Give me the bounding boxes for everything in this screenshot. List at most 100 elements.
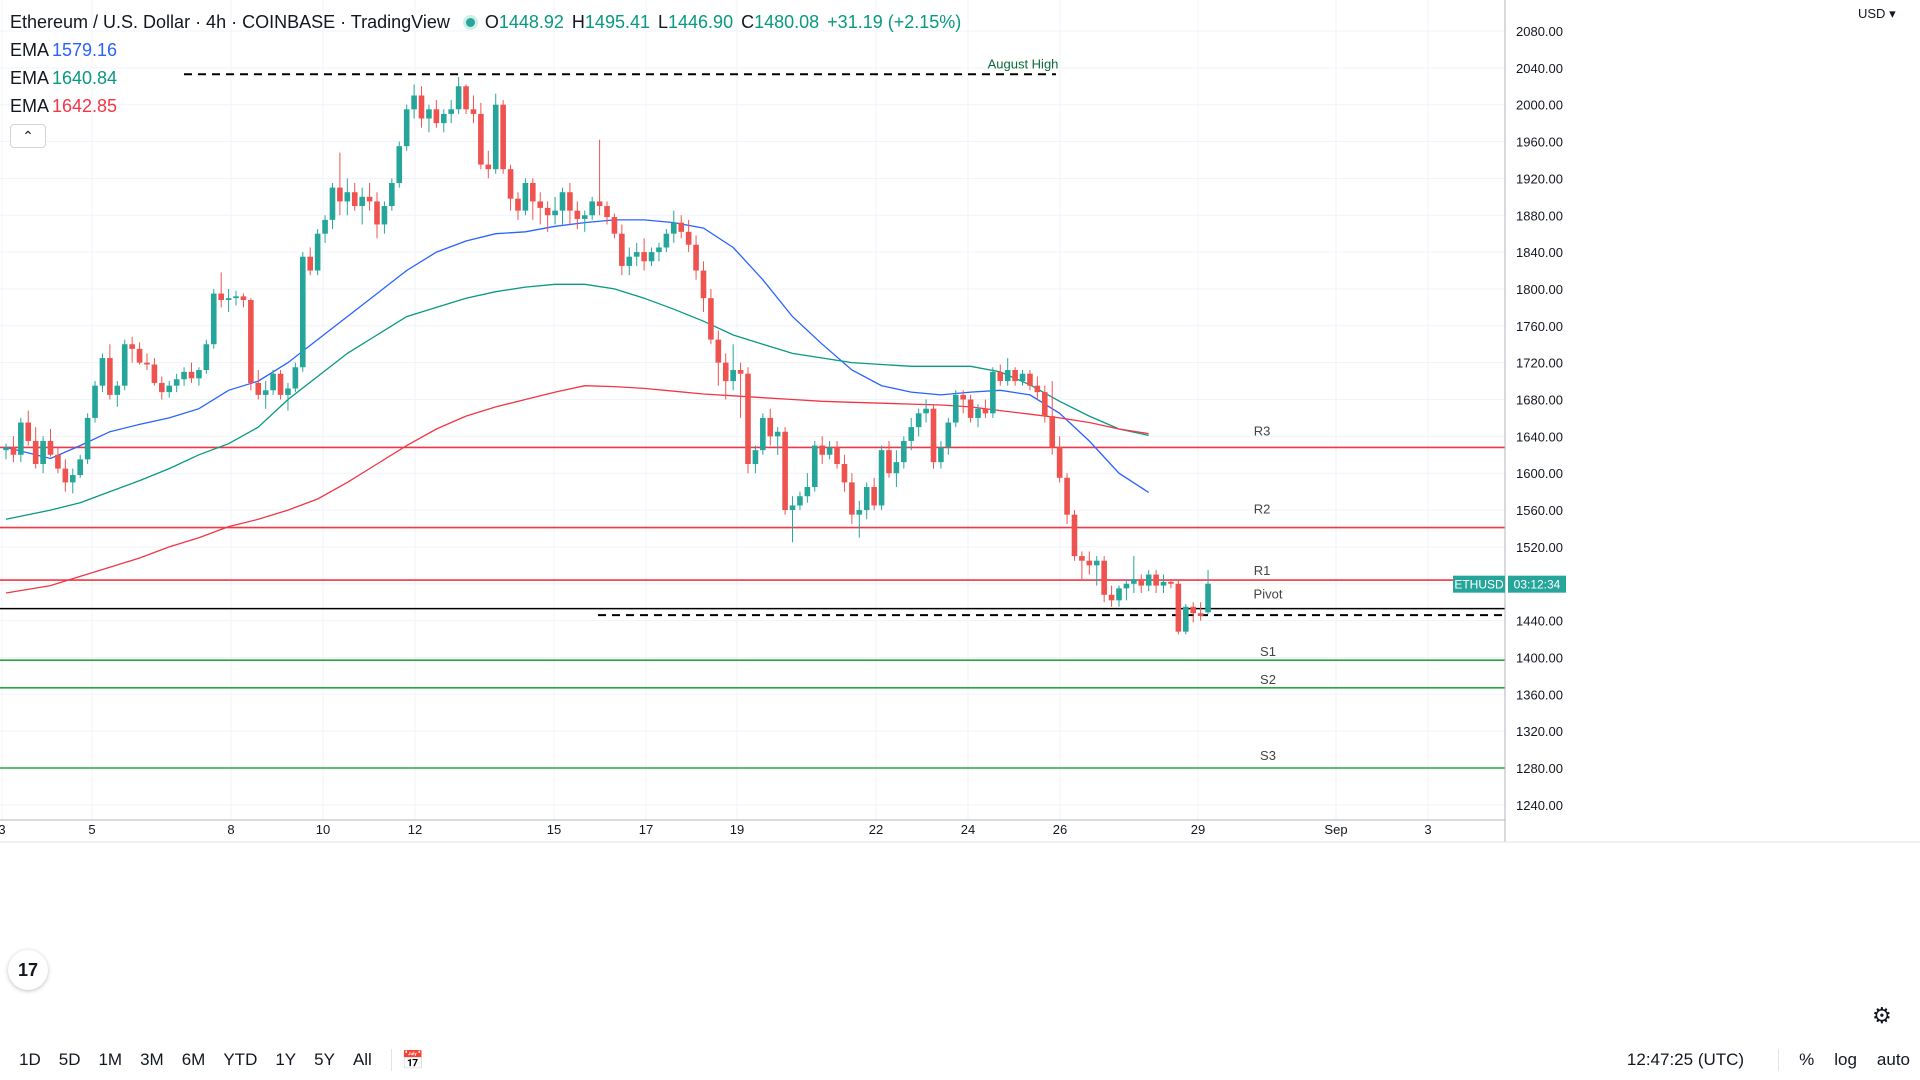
candle[interactable] — [1093, 556, 1100, 586]
candle[interactable] — [967, 394, 974, 423]
candle[interactable] — [1004, 358, 1011, 386]
candle[interactable] — [492, 93, 499, 174]
candle[interactable] — [396, 141, 403, 188]
clock-time[interactable]: 12:47:25 (UTC) — [1626, 1050, 1745, 1069]
candle[interactable] — [722, 353, 729, 400]
range-button-6m[interactable]: 6M — [181, 1050, 206, 1069]
candle[interactable] — [173, 373, 180, 393]
candle[interactable] — [589, 196, 595, 220]
candle[interactable] — [255, 370, 262, 400]
candle[interactable] — [567, 183, 573, 225]
candle[interactable] — [945, 417, 952, 455]
candle[interactable] — [774, 427, 781, 455]
candle[interactable] — [611, 213, 618, 239]
candle[interactable] — [715, 330, 722, 386]
candle[interactable] — [203, 339, 210, 374]
candle[interactable] — [1138, 574, 1145, 593]
candle[interactable] — [700, 261, 707, 312]
candle[interactable] — [708, 288, 714, 345]
candle[interactable] — [745, 367, 751, 474]
candle[interactable] — [633, 242, 640, 266]
candle[interactable] — [366, 183, 373, 211]
candle[interactable] — [878, 445, 885, 511]
candle[interactable] — [47, 428, 54, 457]
candle[interactable] — [455, 77, 462, 114]
range-button-5y[interactable]: 5Y — [314, 1050, 335, 1069]
range-button-1d[interactable]: 1D — [19, 1050, 41, 1069]
candle[interactable] — [552, 196, 558, 225]
candle[interactable] — [1160, 574, 1167, 593]
candle[interactable] — [403, 104, 410, 151]
candle[interactable] — [819, 436, 825, 464]
collapse-legend-button[interactable]: ⌃ — [10, 124, 46, 148]
candle[interactable] — [641, 238, 647, 271]
candle[interactable] — [1153, 569, 1159, 593]
ema-line-3[interactable] — [5, 385, 1149, 594]
candle[interactable] — [500, 100, 506, 174]
range-button-1y[interactable]: 1Y — [275, 1050, 297, 1069]
candle[interactable] — [938, 440, 944, 469]
candle[interactable] — [930, 404, 937, 469]
candle[interactable] — [626, 247, 633, 276]
candle[interactable] — [196, 367, 202, 386]
candle[interactable] — [1056, 436, 1063, 483]
candle[interactable] — [693, 235, 699, 280]
currency-selector[interactable]: USD ▾ — [1858, 6, 1896, 21]
candle[interactable] — [544, 201, 551, 232]
candle[interactable] — [1205, 569, 1211, 615]
candle[interactable] — [69, 468, 76, 494]
symbol-title[interactable]: Ethereum / U.S. Dollar · 4h · COINBASE ·… — [10, 11, 450, 32]
candle[interactable] — [789, 496, 796, 543]
candle[interactable] — [32, 427, 39, 469]
candle[interactable] — [440, 109, 447, 133]
candle[interactable] — [559, 187, 566, 225]
ema-row-3[interactable]: EMA 1642.85 — [10, 92, 969, 120]
candle[interactable] — [826, 440, 833, 460]
candle[interactable] — [1012, 367, 1018, 386]
candle[interactable] — [619, 224, 625, 276]
ema-row-2[interactable]: EMA 1640.84 — [10, 64, 969, 92]
candle[interactable] — [99, 353, 106, 393]
candle[interactable] — [166, 381, 173, 398]
candle[interactable] — [55, 447, 61, 474]
candle[interactable] — [923, 399, 929, 423]
candle[interactable] — [767, 408, 774, 446]
candle[interactable] — [181, 367, 187, 386]
candle[interactable] — [1116, 585, 1122, 607]
candle[interactable] — [537, 192, 544, 225]
candle[interactable] — [841, 454, 848, 492]
log-toggle[interactable]: log — [1834, 1050, 1857, 1069]
candle[interactable] — [1027, 370, 1033, 391]
candle[interactable] — [337, 152, 343, 216]
candle[interactable] — [159, 376, 165, 400]
ema-row-1[interactable]: EMA 1579.16 — [10, 36, 969, 64]
candle[interactable] — [129, 336, 135, 363]
candle[interactable] — [374, 192, 380, 239]
candle[interactable] — [151, 358, 158, 386]
candle[interactable] — [908, 417, 915, 451]
candle[interactable] — [218, 272, 224, 308]
range-button-ytd[interactable]: YTD — [223, 1050, 258, 1069]
candle[interactable] — [1190, 602, 1196, 623]
candle[interactable] — [893, 450, 900, 488]
candle[interactable] — [285, 382, 291, 411]
candle[interactable] — [901, 436, 907, 469]
range-button-1m[interactable]: 1M — [98, 1050, 123, 1069]
candle[interactable] — [1042, 385, 1048, 423]
candle[interactable] — [737, 362, 744, 418]
candle[interactable] — [210, 288, 217, 349]
candle[interactable] — [248, 298, 254, 391]
candle[interactable] — [322, 215, 328, 243]
candle[interactable] — [277, 370, 284, 400]
candle[interactable] — [40, 436, 46, 474]
candle[interactable] — [752, 445, 759, 474]
candle[interactable] — [1168, 579, 1174, 589]
candle[interactable] — [1131, 556, 1137, 593]
candle[interactable] — [982, 399, 989, 418]
candle[interactable] — [952, 390, 959, 428]
candle[interactable] — [144, 353, 150, 371]
candle[interactable] — [240, 293, 247, 308]
candle[interactable] — [359, 187, 365, 225]
candle[interactable] — [344, 178, 351, 216]
candle[interactable] — [107, 344, 113, 400]
